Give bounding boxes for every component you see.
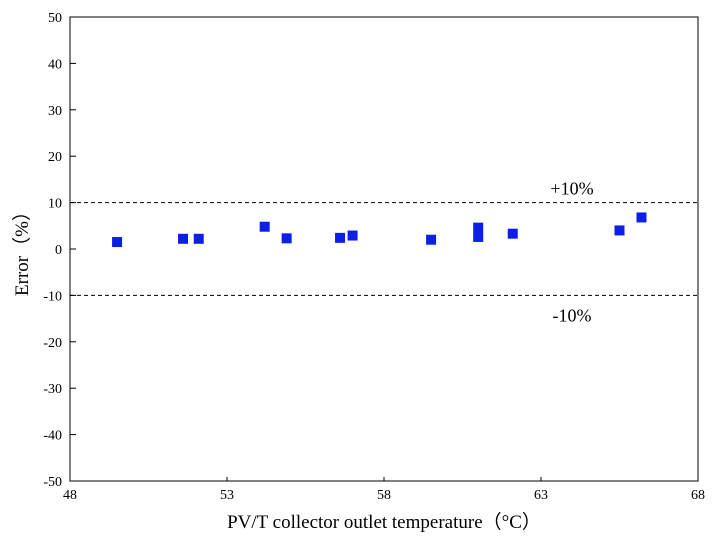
data-point — [112, 237, 123, 248]
y-axis-title: Error（%） — [11, 202, 33, 296]
data-point — [507, 228, 518, 239]
data-point — [426, 234, 437, 245]
x-tick-label: 48 — [63, 488, 77, 503]
y-tick-label: -30 — [43, 382, 62, 397]
y-tick-label: -50 — [43, 475, 62, 490]
y-tick-label: 30 — [48, 104, 62, 119]
y-tick-label: -10 — [43, 289, 62, 304]
reference-line-label: -10% — [553, 305, 592, 325]
data-point — [614, 225, 625, 236]
y-tick-label: -20 — [43, 336, 62, 351]
x-tick-label: 63 — [534, 488, 548, 503]
y-tick-label: 0 — [55, 243, 62, 258]
y-tick-label: 20 — [48, 150, 62, 165]
x-tick-label: 58 — [377, 488, 391, 503]
y-tick-label: 10 — [48, 197, 62, 212]
data-points — [112, 212, 647, 248]
data-point — [473, 231, 484, 242]
y-tick-label: 40 — [48, 57, 62, 72]
x-axis-ticks: 48 53 58 63 68 — [63, 477, 705, 503]
data-point — [473, 222, 484, 233]
plot-frame — [69, 16, 699, 482]
data-point — [281, 233, 292, 244]
data-point — [178, 233, 189, 244]
x-axis-title: PV/T collector outlet temperature（°C） — [227, 511, 541, 533]
x-tick-label: 53 — [220, 488, 234, 503]
data-point — [347, 230, 358, 241]
y-tick-label: -40 — [43, 429, 62, 444]
data-point — [259, 221, 270, 232]
data-point — [636, 212, 647, 223]
y-axis-ticks: 50 40 30 20 10 0 -10 -20 -30 -40 -50 — [43, 11, 76, 490]
data-point — [335, 232, 346, 243]
reference-lines: +10% -10% — [70, 179, 698, 325]
reference-line-label: +10% — [550, 179, 593, 199]
x-tick-label: 68 — [691, 488, 705, 503]
data-point — [193, 233, 204, 244]
y-tick-label: 50 — [48, 11, 62, 26]
